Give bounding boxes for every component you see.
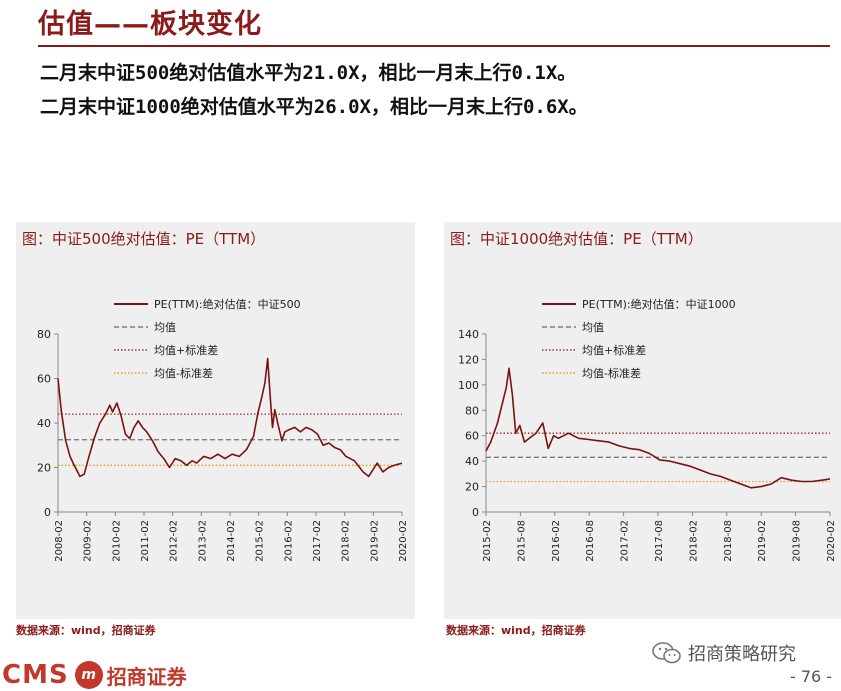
- y-tick-label: 0: [44, 506, 51, 519]
- x-tick-label: 2020-02: [398, 520, 409, 562]
- chart-legend: PE(TTM):绝对估值：中证1000 均值 均值+标准差 均值-标准差: [542, 292, 736, 384]
- company-logo: CMS m 招商证券: [2, 660, 187, 690]
- x-tick-label: 2019-02: [369, 520, 380, 562]
- x-tick-label: 2018-02: [341, 520, 352, 562]
- y-tick-label: 20: [465, 481, 479, 494]
- x-tick-label: 2015-02: [482, 520, 493, 562]
- legend-label: 均值+标准差: [154, 343, 219, 357]
- x-tick-label: 2015-02: [255, 520, 266, 562]
- chart-title: 图：中证500绝对估值：PE（TTM）: [22, 230, 266, 248]
- legend-swatch: [114, 371, 148, 374]
- legend-label: 均值-标准差: [582, 366, 641, 380]
- x-tick-label: 2008-02: [54, 520, 65, 562]
- x-tick-label: 2019-08: [792, 520, 803, 562]
- legend-swatch: [114, 302, 148, 305]
- legend-swatch: [542, 325, 576, 328]
- series-line-pe: [57, 357, 403, 478]
- summary-line-csi1000: 二月末中证1000绝对估值水平为26.0X，相比一月末上行0.6X。: [40, 96, 588, 118]
- y-tick-label: 80: [37, 328, 51, 341]
- chart-panel-csi1000: 图：中证1000绝对估值：PE（TTM） 0 20 40 60 80 100 120 140 2…: [444, 222, 841, 619]
- x-tick-label: 2016-02: [551, 520, 562, 562]
- x-tick-label: 2016-02: [283, 520, 294, 562]
- x-tick-label: 2017-02: [620, 520, 631, 562]
- company-name: 招商证券: [106, 664, 187, 689]
- legend-swatch: [114, 325, 148, 328]
- y-tick-label: 40: [465, 455, 479, 468]
- y-tick-label: 40: [37, 417, 51, 430]
- x-tick-label: 2015-08: [516, 520, 527, 562]
- chart-csi500: 0 20 40 60 80 2008-02 2009-02 2010-02 2011-02 201…: [37, 328, 409, 562]
- title-divider: [38, 45, 830, 47]
- legend-item-mean-plus-std: 均值+标准差: [542, 338, 736, 361]
- legend-label: PE(TTM):绝对估值：中证1000: [582, 297, 736, 311]
- legend-label: 均值+标准差: [582, 343, 647, 357]
- x-tick-label: 2016-08: [585, 520, 596, 562]
- x-tick-label: 2012-02: [169, 520, 180, 562]
- legend-swatch: [114, 348, 148, 351]
- x-tick-label: 2020-02: [826, 520, 837, 562]
- logo-text: CMS: [2, 660, 69, 690]
- legend-item-mean-minus-std: 均值-标准差: [114, 361, 301, 384]
- x-tick-label: 2017-02: [312, 520, 323, 562]
- chart-source: 数据来源：wind，招商证券: [16, 624, 156, 637]
- x-tick-label: 2017-08: [654, 520, 665, 562]
- legend-label: 均值: [154, 320, 176, 334]
- legend-item-mean: 均值: [542, 315, 736, 338]
- legend-label: 均值: [582, 320, 604, 334]
- legend-label: 均值-标准差: [154, 366, 213, 380]
- logo-badge-icon: m: [74, 661, 103, 689]
- x-tick-label: 2014-02: [226, 520, 237, 562]
- legend-item-mean: 均值: [114, 315, 301, 338]
- legend-item-pe: PE(TTM):绝对估值：中证1000: [542, 292, 736, 315]
- x-tick-label: 2013-02: [197, 520, 208, 562]
- wechat-icon: [652, 642, 681, 664]
- chart-source: 数据来源：wind，招商证券: [446, 624, 586, 637]
- legend-item-mean-minus-std: 均值-标准差: [542, 361, 736, 384]
- y-tick-label: 80: [465, 404, 479, 417]
- x-tick-label: 2010-02: [111, 520, 122, 562]
- legend-swatch: [542, 371, 576, 374]
- x-tick-label: 2011-02: [140, 520, 151, 562]
- x-tick-label: 2019-02: [757, 520, 768, 562]
- y-tick-label: 60: [37, 373, 51, 386]
- x-tick-label: 2009-02: [83, 520, 94, 562]
- chart-panel-csi500: 图：中证500绝对估值：PE（TTM） 0 20 40 60 80 2008-02 2009…: [16, 222, 415, 619]
- legend-label: PE(TTM):绝对估值：中证500: [154, 297, 301, 311]
- x-tick-label: 2018-02: [688, 520, 699, 562]
- y-tick-label: 140: [458, 328, 479, 341]
- y-tick-label: 0: [472, 506, 479, 519]
- chart-title: 图：中证1000绝对估值：PE（TTM）: [450, 230, 703, 248]
- series-line-pe: [485, 367, 831, 489]
- wechat-label: 招商策略研究: [688, 644, 796, 665]
- legend-item-mean-plus-std: 均值+标准差: [114, 338, 301, 361]
- chart-legend: PE(TTM):绝对估值：中证500 均值 均值+标准差 均值-标准差: [114, 292, 301, 384]
- y-tick-label: 120: [458, 353, 479, 366]
- summary-line-csi500: 二月末中证500绝对估值水平为21.0X，相比一月末上行0.1X。: [40, 62, 577, 84]
- page-title: 估值——板块变化: [38, 9, 262, 40]
- legend-swatch: [542, 348, 576, 351]
- page-number: - 76 -: [790, 667, 833, 686]
- y-tick-label: 60: [465, 430, 479, 443]
- wechat-account: 招商策略研究: [652, 640, 796, 666]
- legend-item-pe: PE(TTM):绝对估值：中证500: [114, 292, 301, 315]
- y-tick-label: 100: [458, 379, 479, 392]
- x-tick-label: 2018-08: [723, 520, 734, 562]
- chart-csi1000: 0 20 40 60 80 100 120 140 2015-02 2015-08 2016-02 2…: [458, 328, 837, 562]
- legend-swatch: [542, 302, 576, 305]
- y-tick-label: 20: [37, 462, 51, 475]
